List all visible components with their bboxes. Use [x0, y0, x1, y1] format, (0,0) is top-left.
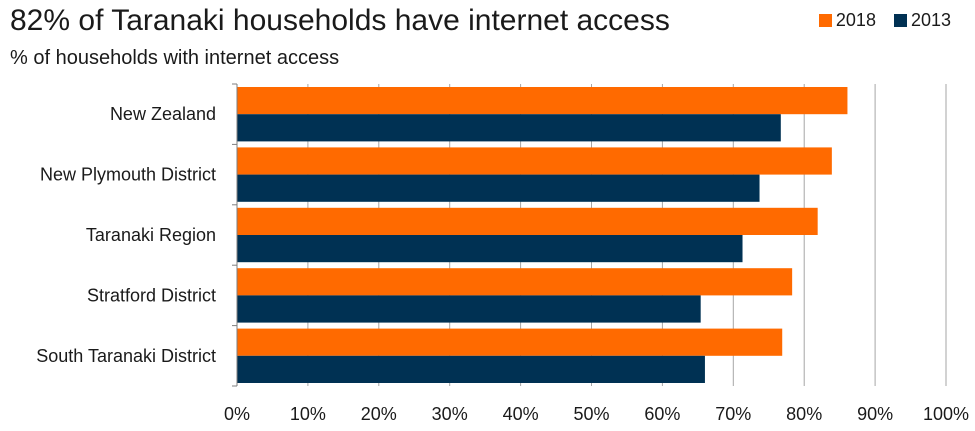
- x-tick-label: 10%: [290, 404, 326, 424]
- category-label: South Taranaki District: [36, 346, 216, 366]
- x-tick-label: 90%: [857, 404, 893, 424]
- x-tick-label: 30%: [432, 404, 468, 424]
- legend-item-2018: 2018: [818, 10, 876, 31]
- x-tick-label: 20%: [361, 404, 397, 424]
- bar-2018-taranaki-region: [237, 207, 818, 235]
- x-tick-label: 100%: [923, 404, 969, 424]
- legend-swatch-2018: [818, 14, 832, 27]
- x-tick-label: 70%: [715, 404, 751, 424]
- bar-2013-stratford-district: [237, 295, 701, 323]
- bar-2013-new-plymouth-district: [237, 174, 760, 202]
- x-tick-label: 50%: [573, 404, 609, 424]
- category-label: Taranaki Region: [86, 225, 216, 245]
- chart-subtitle: % of households with internet access: [10, 47, 340, 69]
- category-label: Stratford District: [87, 285, 216, 305]
- legend: 2018 2013: [818, 10, 951, 31]
- bar-2018-new-plymouth-district: [237, 147, 832, 175]
- bar-2013-new-zealand: [237, 114, 781, 142]
- chart-title: 82% of Taranaki households have internet…: [10, 4, 670, 37]
- bar-2018-new-zealand: [237, 87, 848, 115]
- category-label: New Plymouth District: [40, 165, 216, 185]
- bar-2018-south-taranaki-district: [237, 328, 783, 356]
- bar-2013-taranaki-region: [237, 235, 743, 263]
- category-label: New Zealand: [110, 104, 216, 124]
- legend-label-2018: 2018: [835, 10, 876, 30]
- x-tick-label: 80%: [786, 404, 822, 424]
- legend-swatch-2013: [893, 14, 907, 27]
- x-tick-label: 40%: [503, 404, 539, 424]
- bar-2013-south-taranaki-district: [237, 355, 705, 383]
- x-tick-label: 0%: [224, 404, 250, 424]
- x-tick-label: 60%: [644, 404, 680, 424]
- legend-item-2013: 2013: [893, 10, 951, 31]
- legend-label-2013: 2013: [910, 10, 951, 30]
- bar-2018-stratford-district: [237, 268, 793, 296]
